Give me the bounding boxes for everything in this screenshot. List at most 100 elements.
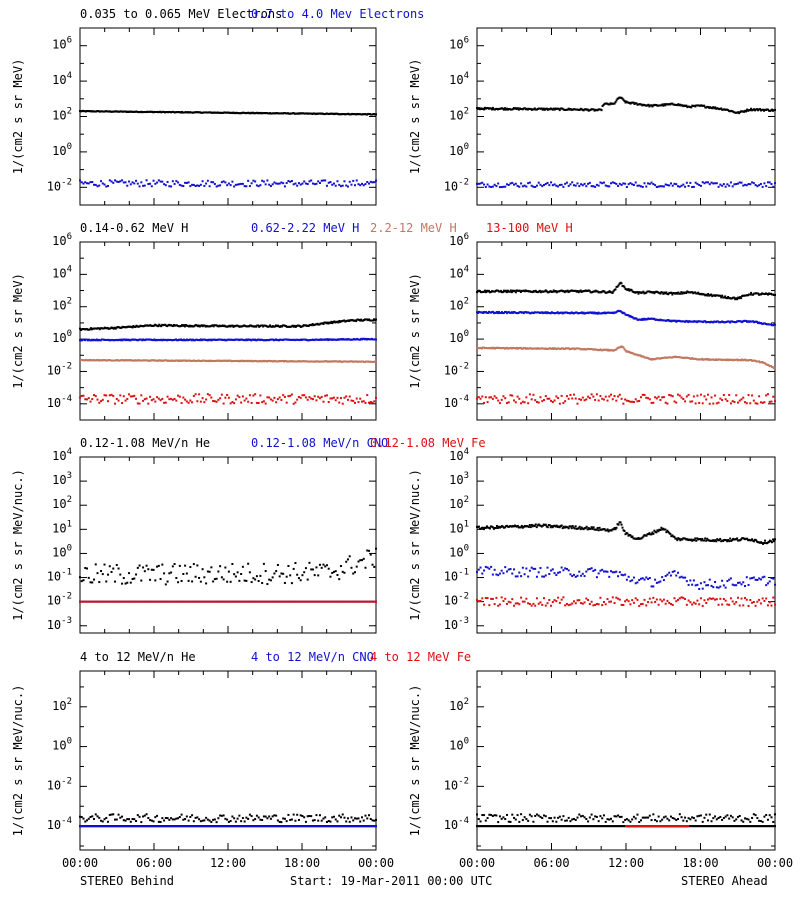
data-point <box>477 396 480 399</box>
data-point <box>280 325 283 328</box>
data-point <box>93 183 96 186</box>
data-point <box>481 181 484 184</box>
data-point <box>528 569 531 572</box>
data-point <box>355 817 358 820</box>
data-point <box>241 600 244 603</box>
data-point <box>343 571 346 574</box>
data-point <box>163 183 166 186</box>
data-point <box>698 587 701 590</box>
data-point <box>552 289 555 292</box>
data-point <box>325 564 328 567</box>
data-point <box>138 564 141 567</box>
data-point <box>238 814 241 817</box>
data-point <box>353 184 356 187</box>
legend-entry: 4 to 12 MeV/n He <box>80 650 196 664</box>
data-point <box>103 394 106 397</box>
data-point <box>507 401 510 404</box>
data-point <box>772 185 775 188</box>
data-point <box>149 600 152 603</box>
data-point <box>627 288 630 291</box>
data-point <box>192 820 195 823</box>
data-point <box>82 182 85 185</box>
data-point <box>587 598 590 601</box>
data-point <box>227 396 230 399</box>
data-point <box>353 401 356 404</box>
data-point <box>224 396 227 399</box>
data-point <box>124 399 127 402</box>
data-point <box>213 182 216 185</box>
data-point <box>117 600 120 603</box>
data-point <box>108 813 111 816</box>
data-point <box>743 110 746 113</box>
data-point <box>668 393 671 396</box>
data-point <box>121 600 124 603</box>
data-point <box>735 584 738 587</box>
data-point <box>159 821 162 824</box>
data-point <box>595 528 598 531</box>
data-point <box>751 577 754 580</box>
data-point <box>511 598 514 601</box>
data-point <box>271 815 274 818</box>
data-point <box>219 600 222 603</box>
data-point <box>759 602 762 605</box>
data-point <box>504 310 507 313</box>
data-point <box>375 113 377 116</box>
data-point <box>651 105 654 108</box>
data-point <box>528 181 531 184</box>
data-point <box>729 321 732 324</box>
data-point <box>140 600 143 603</box>
data-point <box>579 528 582 531</box>
data-point <box>252 819 255 822</box>
data-point <box>500 596 503 599</box>
data-point <box>661 576 664 579</box>
data-point <box>212 580 215 583</box>
data-point <box>601 604 604 607</box>
data-point <box>490 565 493 568</box>
data-point <box>236 571 239 574</box>
data-point <box>355 397 358 400</box>
data-point <box>534 604 537 607</box>
data-point <box>740 181 743 184</box>
data-point <box>578 185 581 188</box>
legend-entry: 0.12-1.08 MeV/n CNO <box>251 436 388 450</box>
data-point <box>722 540 725 543</box>
data-point <box>341 570 344 573</box>
data-point <box>173 397 176 400</box>
data-point <box>112 813 115 816</box>
data-point <box>680 575 683 578</box>
data-point <box>768 181 771 184</box>
data-point <box>544 395 547 398</box>
data-point <box>479 599 482 602</box>
data-point <box>327 181 330 184</box>
data-point <box>105 600 108 603</box>
data-point <box>768 580 771 583</box>
data-point <box>516 602 519 605</box>
data-point <box>93 578 96 581</box>
data-point <box>738 604 741 607</box>
data-point <box>691 291 694 294</box>
data-point <box>357 183 360 186</box>
data-point <box>476 182 478 185</box>
data-point <box>203 576 206 579</box>
data-point <box>685 104 688 107</box>
data-point <box>751 538 754 541</box>
data-point <box>599 596 602 599</box>
data-point <box>557 571 560 574</box>
data-point <box>766 393 769 396</box>
data-point <box>671 570 674 573</box>
data-point <box>543 597 546 600</box>
y-axis-label: 1/(cm2 s sr MeV) <box>408 273 422 389</box>
data-point <box>210 396 213 399</box>
data-point <box>507 183 510 186</box>
data-point <box>206 179 209 182</box>
data-point <box>727 295 730 298</box>
data-point <box>500 569 503 572</box>
data-point <box>94 183 97 186</box>
data-point <box>652 183 655 186</box>
data-point <box>634 582 637 585</box>
data-point <box>597 184 600 187</box>
data-point <box>577 527 580 530</box>
data-point <box>192 183 195 186</box>
y-tick-label: 100 <box>52 142 72 158</box>
y-axis-label: 1/(cm2 s sr MeV/nuc.) <box>408 469 422 621</box>
